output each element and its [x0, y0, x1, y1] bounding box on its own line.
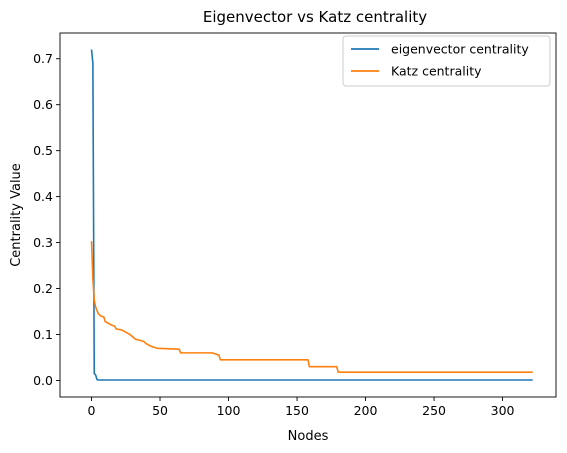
axis-ticks: 0 50 100 150 200 250 300 0.0 0.1 0.2 0.3 0.4 0.5 0.6 0… — [33, 51, 514, 418]
legend: eigenvector centrality Katz centrality — [342, 35, 551, 87]
x-tick-label: 300 — [491, 403, 515, 418]
chart-title: Eigenvector vs Katz centrality — [203, 8, 427, 26]
plot-area — [59, 32, 557, 398]
legend-label-1: Katz centrality — [391, 64, 482, 79]
x-tick-label: 150 — [285, 403, 309, 418]
legend-label-0: eigenvector centrality — [391, 42, 529, 57]
x-tick-label: 0 — [88, 403, 96, 418]
y-tick-label: 0.3 — [33, 235, 53, 250]
series-line-0 — [90, 49, 533, 381]
y-tick-label: 0.0 — [33, 373, 53, 388]
y-tick-label: 0.1 — [33, 327, 53, 342]
y-tick-label: 0.4 — [33, 189, 53, 204]
x-tick-label: 200 — [354, 403, 378, 418]
x-axis-label: Nodes — [288, 429, 329, 444]
series-line-1 — [90, 241, 533, 373]
x-tick-label: 250 — [422, 403, 446, 418]
x-tick-label: 100 — [217, 403, 241, 418]
plot-frame — [59, 32, 557, 398]
x-tick-label: 50 — [152, 403, 168, 418]
y-tick-label: 0.6 — [33, 97, 53, 112]
y-tick-label: 0.2 — [33, 281, 53, 296]
y-tick-label: 0.7 — [33, 51, 53, 66]
legend-box — [342, 35, 551, 87]
y-tick-label: 0.5 — [33, 143, 53, 158]
y-axis-label: Centrality Value — [9, 163, 24, 267]
